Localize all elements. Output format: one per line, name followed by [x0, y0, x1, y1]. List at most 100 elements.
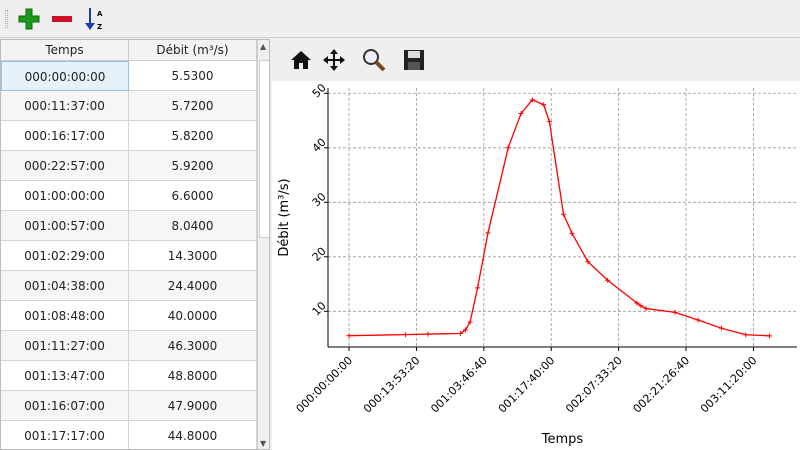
- table-row[interactable]: 000:00:00:00 5.5300: [1, 61, 257, 91]
- pan-icon[interactable]: [321, 47, 347, 73]
- data-point: [485, 230, 491, 236]
- table-row[interactable]: 001:04:38:00 24.4000: [1, 271, 257, 301]
- data-point: [475, 285, 481, 291]
- toolbar-grip[interactable]: [5, 10, 8, 28]
- cell-debit[interactable]: 8.0400: [129, 211, 257, 241]
- x-tick-label: 001:17:40:00: [496, 354, 558, 416]
- data-point: [718, 325, 724, 331]
- cell-debit[interactable]: 14.3000: [129, 241, 257, 271]
- data-point: [605, 277, 611, 283]
- table-row[interactable]: 001:00:00:00 6.6000: [1, 181, 257, 211]
- home-icon[interactable]: [288, 47, 314, 73]
- cell-debit[interactable]: 5.7200: [129, 91, 257, 121]
- cell-debit[interactable]: 47.9000: [129, 391, 257, 421]
- x-tick-label: 002:07:33:20: [563, 354, 625, 416]
- data-table: Temps Débit (m³/s) 000:00:00:00 5.5300 000…: [0, 39, 270, 450]
- y-axis-label: Débit (m³/s): [277, 178, 292, 256]
- data-point: [561, 211, 567, 217]
- y-tick-label: 20: [310, 245, 329, 264]
- cell-debit[interactable]: 48.8000: [129, 361, 257, 391]
- cell-debit[interactable]: 5.9200: [129, 151, 257, 181]
- table-row[interactable]: 000:16:17:00 5.8200: [1, 121, 257, 151]
- cell-temps[interactable]: 000:16:17:00: [1, 121, 129, 151]
- data-point: [463, 327, 469, 333]
- cell-temps[interactable]: 001:08:48:00: [1, 301, 129, 331]
- scroll-up-arrow-icon[interactable]: ▲: [260, 42, 267, 51]
- data-point: [672, 309, 678, 315]
- data-point: [695, 317, 701, 323]
- cell-debit[interactable]: 5.8200: [129, 121, 257, 151]
- table-row[interactable]: 001:17:17:00 44.8000: [1, 421, 257, 449]
- y-tick-label: 50: [310, 81, 329, 100]
- table-row[interactable]: 001:11:27:00 46.3000: [1, 331, 257, 361]
- data-point: [346, 333, 352, 339]
- cell-temps[interactable]: 000:00:00:00: [1, 61, 129, 91]
- x-tick-label: 001:03:46:40: [428, 354, 490, 416]
- zoom-icon[interactable]: [361, 47, 387, 73]
- data-point: [467, 319, 473, 325]
- data-point: [541, 102, 547, 108]
- y-tick-label: 30: [310, 190, 329, 209]
- svg-text:A: A: [97, 10, 103, 18]
- data-point: [766, 333, 772, 339]
- chart-panel: 000:00:00:00 000:13:53:20 001:03:46:40 001:…: [272, 39, 800, 450]
- cell-temps[interactable]: 001:13:47:00: [1, 361, 129, 391]
- scrollbar-thumb[interactable]: [259, 60, 269, 238]
- cell-debit[interactable]: 44.8000: [129, 421, 257, 449]
- data-point: [743, 332, 749, 338]
- data-line: [349, 99, 770, 337]
- x-tick-label: 000:13:53:20: [361, 354, 423, 416]
- data-point: [425, 331, 431, 337]
- data-point: [457, 331, 463, 337]
- cell-temps[interactable]: 001:11:27:00: [1, 331, 129, 361]
- chart-toolbar: [272, 39, 800, 81]
- data-point: [529, 97, 535, 103]
- y-tick-label: 40: [310, 136, 329, 155]
- cell-temps[interactable]: 001:02:29:00: [1, 241, 129, 271]
- table-row[interactable]: 001:02:29:00 14.3000: [1, 241, 257, 271]
- x-tick-label: 002:21:26:40: [631, 354, 693, 416]
- x-axis-label: Temps: [541, 432, 584, 447]
- svg-text:Z: Z: [97, 23, 102, 31]
- x-tick-label: 000:00:00:00: [294, 354, 356, 416]
- data-point: [546, 119, 552, 125]
- data-point: [634, 300, 640, 306]
- y-tick-label: 10: [310, 299, 329, 318]
- cell-temps[interactable]: 001:04:38:00: [1, 271, 129, 301]
- add-row-icon[interactable]: [16, 6, 42, 32]
- data-point: [643, 306, 649, 312]
- scroll-down-arrow-icon[interactable]: ▼: [260, 439, 267, 448]
- data-point: [505, 145, 511, 151]
- cell-temps[interactable]: 001:17:17:00: [1, 421, 129, 449]
- data-point: [402, 332, 408, 338]
- table-row[interactable]: 001:08:48:00 40.0000: [1, 301, 257, 331]
- cell-temps[interactable]: 000:11:37:00: [1, 91, 129, 121]
- table-row[interactable]: 000:11:37:00 5.7200: [1, 91, 257, 121]
- remove-row-icon[interactable]: [49, 6, 75, 32]
- data-point: [585, 259, 591, 265]
- cell-debit[interactable]: 40.0000: [129, 301, 257, 331]
- data-point: [518, 110, 524, 116]
- chart: 000:00:00:00 000:13:53:20 001:03:46:40 001:…: [277, 81, 797, 447]
- table-scrollbar[interactable]: ▲ ▼: [257, 40, 269, 449]
- table-row[interactable]: 001:16:07:00 47.9000: [1, 391, 257, 421]
- table-row[interactable]: 001:00:57:00 8.0400: [1, 211, 257, 241]
- x-tick-label: 003:11:20:00: [698, 354, 760, 416]
- cell-debit[interactable]: 6.6000: [129, 181, 257, 211]
- cell-debit[interactable]: 46.3000: [129, 331, 257, 361]
- data-point: [638, 303, 644, 309]
- data-point: [569, 230, 575, 236]
- cell-temps[interactable]: 001:16:07:00: [1, 391, 129, 421]
- cell-temps[interactable]: 001:00:00:00: [1, 181, 129, 211]
- cell-temps[interactable]: 000:22:57:00: [1, 151, 129, 181]
- column-header-debit[interactable]: Débit (m³/s): [129, 40, 257, 61]
- save-icon[interactable]: [401, 47, 427, 73]
- cell-debit[interactable]: 24.4000: [129, 271, 257, 301]
- table-row[interactable]: 000:22:57:00 5.9200: [1, 151, 257, 181]
- cell-temps[interactable]: 001:00:57:00: [1, 211, 129, 241]
- table-row[interactable]: 001:13:47:00 48.8000: [1, 361, 257, 391]
- column-header-temps[interactable]: Temps: [1, 40, 129, 61]
- cell-debit[interactable]: 5.5300: [129, 61, 257, 91]
